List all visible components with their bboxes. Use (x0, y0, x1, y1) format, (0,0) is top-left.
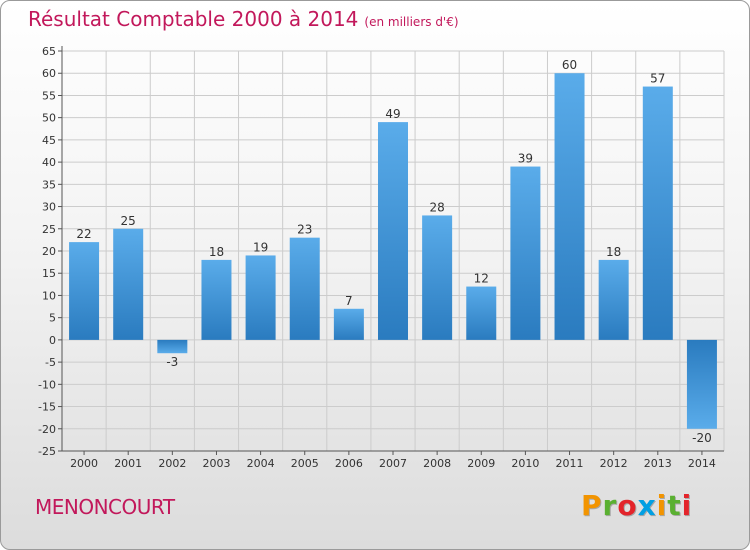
x-tick-label: 2014 (688, 457, 716, 470)
x-tick-label: 2000 (70, 457, 98, 470)
y-tick-label: 20 (42, 245, 56, 258)
data-label: 28 (429, 200, 444, 214)
x-tick-label: 2004 (247, 457, 275, 470)
bar (642, 86, 673, 340)
x-tick-label: 2012 (600, 457, 628, 470)
y-tick-label: -5 (45, 356, 56, 369)
bar (157, 339, 188, 354)
data-label: 12 (474, 272, 489, 286)
y-tick-label: 40 (42, 156, 56, 169)
data-label: -3 (166, 355, 178, 369)
logo-letter: i (656, 489, 668, 522)
place-name: MENONCOURT (35, 495, 175, 519)
logo-letter: r (602, 489, 618, 522)
bar (245, 255, 276, 340)
bar (510, 166, 541, 340)
y-tick-label: 65 (42, 45, 56, 58)
x-tick-label: 2007 (379, 457, 407, 470)
x-tick-label: 2013 (644, 457, 672, 470)
logo-letter: P (581, 489, 603, 522)
y-tick-label: 30 (42, 201, 56, 214)
x-tick-label: 2010 (511, 457, 539, 470)
bar (422, 215, 453, 340)
data-label: 60 (562, 58, 577, 72)
logo-letter: x (637, 489, 657, 522)
bar (466, 286, 497, 340)
x-tick-label: 2001 (114, 457, 142, 470)
bar (69, 242, 100, 340)
y-tick-label: -15 (38, 401, 56, 414)
logo-letter: i (681, 489, 693, 522)
bar (686, 339, 717, 429)
chart-unit: (en milliers d'€) (364, 15, 459, 29)
data-label: 18 (606, 245, 621, 259)
y-tick-label: 10 (42, 289, 56, 302)
logo-letter: t (667, 489, 682, 522)
y-tick-label: 0 (49, 334, 56, 347)
proxiti-logo: Proxiti (581, 489, 692, 522)
y-tick-label: -10 (38, 378, 56, 391)
y-tick-label: 35 (42, 178, 56, 191)
x-tick-label: 2002 (158, 457, 186, 470)
bars (69, 73, 717, 429)
chart-title: Résultat Comptable 2000 à 2014 (en millie… (28, 7, 459, 31)
y-tick-label: -20 (38, 423, 56, 436)
data-label: 25 (121, 214, 136, 228)
x-tick-label: 2009 (467, 457, 495, 470)
x-tick-label: 2008 (423, 457, 451, 470)
y-tick-label: 60 (42, 67, 56, 80)
data-label: 22 (76, 227, 91, 241)
bar (554, 73, 585, 340)
data-label: 18 (209, 245, 224, 259)
x-tick-label: 2006 (335, 457, 363, 470)
data-label: 7 (345, 294, 353, 308)
data-label: 49 (385, 107, 400, 121)
data-label: 57 (650, 72, 665, 86)
y-tick-label: 5 (49, 312, 56, 325)
y-tick-label: 25 (42, 223, 56, 236)
data-label: 23 (297, 223, 312, 237)
y-tick-label: 45 (42, 134, 56, 147)
data-labels: 22 25 -3 18 19 23 7 49 28 12 39 60 18 57 -20 (76, 58, 711, 445)
y-tick-label: 55 (42, 89, 56, 102)
chart-title-text: Résultat Comptable 2000 à 2014 (28, 7, 359, 31)
x-tick-label: 2005 (291, 457, 319, 470)
data-label: 19 (253, 240, 268, 254)
bar (113, 228, 144, 340)
logo-letter: o (617, 489, 638, 522)
bar (333, 308, 364, 340)
data-label: 39 (518, 152, 533, 166)
y-tick-label: -25 (38, 445, 56, 458)
bar (598, 259, 629, 340)
x-tick-label: 2011 (556, 457, 584, 470)
x-tick-label: 2003 (202, 457, 230, 470)
axes: 65605550454035302520151050-5-10-15-20-25… (38, 45, 724, 470)
data-label: -20 (692, 431, 712, 445)
bar (378, 122, 408, 340)
bar (289, 237, 320, 340)
y-tick-label: 50 (42, 112, 56, 125)
y-tick-label: 15 (42, 267, 56, 280)
bar (201, 259, 232, 340)
